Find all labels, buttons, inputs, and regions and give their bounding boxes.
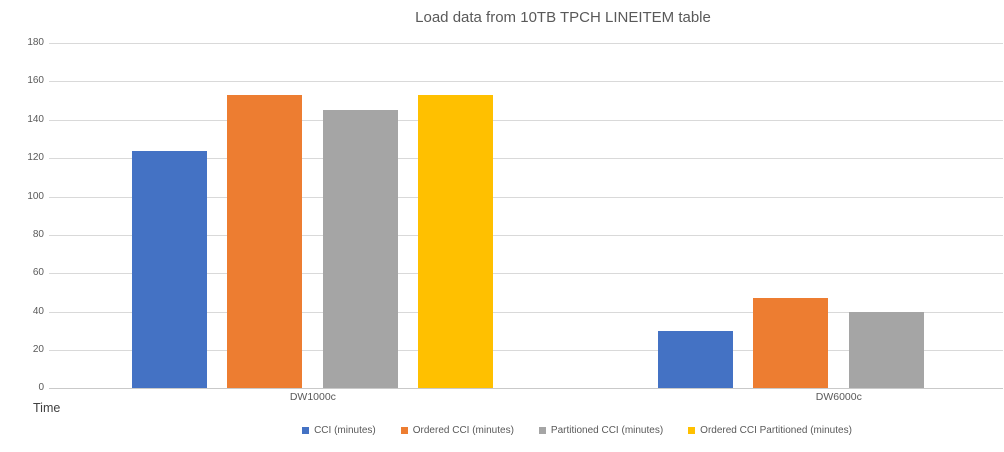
y-tick-label-100: 100 <box>27 190 44 202</box>
bar-partitioned-cci-minutes-dw6000c <box>848 311 924 389</box>
bar-ordered-cci-partitioned-minutes-dw1000c <box>418 94 494 389</box>
legend-swatch-icon <box>688 426 696 434</box>
gridline-80 <box>49 234 1003 236</box>
legend-item-partitioned-cci-minutes: Partitioned CCI (minutes) <box>538 424 664 436</box>
legend-swatch-icon <box>400 426 408 434</box>
bar-ordered-cci-minutes-dw6000c <box>753 298 829 389</box>
gridline-140 <box>49 119 1003 121</box>
legend-item-cci-minutes: CCI (minutes) <box>302 425 376 436</box>
bar-cci-minutes-dw6000c <box>658 330 733 389</box>
gridline-120 <box>49 158 1003 160</box>
category-label-dw1000c: DW1000c <box>289 391 336 403</box>
y-tick-label-40: 40 <box>32 305 44 317</box>
y-tick-label-20: 20 <box>32 344 44 355</box>
gridline-160 <box>49 81 1003 83</box>
y-tick-label-80: 80 <box>32 228 44 240</box>
gridline-40 <box>49 311 1003 313</box>
y-tick-label-180: 180 <box>27 37 44 48</box>
legend-swatch-icon <box>302 426 310 434</box>
chart-title: Load data from 10TB TPCH LINEITEM table <box>415 9 711 26</box>
gridline-100 <box>49 196 1003 198</box>
category-label-dw6000c: DW6000c <box>815 391 862 403</box>
legend-item-ordered-cci-partitioned-minutes: Ordered CCI Partitioned (minutes) <box>688 425 852 436</box>
legend-label: CCI (minutes) <box>314 424 376 436</box>
y-tick-label-60: 60 <box>32 267 44 279</box>
y-tick-label-120: 120 <box>27 152 44 164</box>
y-axis-title: Time <box>33 401 61 415</box>
legend-label: Partitioned CCI (minutes) <box>550 424 664 436</box>
y-tick-label-140: 140 <box>27 113 44 125</box>
bar-ordered-cci-minutes-dw1000c <box>227 94 303 389</box>
x-axis-line <box>49 388 1003 390</box>
gridline-60 <box>49 273 1003 275</box>
bar-cci-minutes-dw1000c <box>132 150 207 389</box>
legend-item-ordered-cci-minutes: Ordered CCI (minutes) <box>400 424 514 436</box>
legend-swatch-icon <box>538 426 546 434</box>
y-tick-label-0: 0 <box>38 382 44 394</box>
gridline-180 <box>49 43 1003 44</box>
legend-label: Ordered CCI (minutes) <box>412 424 514 436</box>
legend: CCI (minutes) Ordered CCI (minutes) Partit… <box>150 423 1004 437</box>
bar-partitioned-cci-minutes-dw1000c <box>322 110 398 389</box>
gridline-20 <box>49 350 1003 351</box>
y-tick-label-160: 160 <box>27 75 44 87</box>
legend-label: Ordered CCI Partitioned (minutes) <box>700 424 852 436</box>
